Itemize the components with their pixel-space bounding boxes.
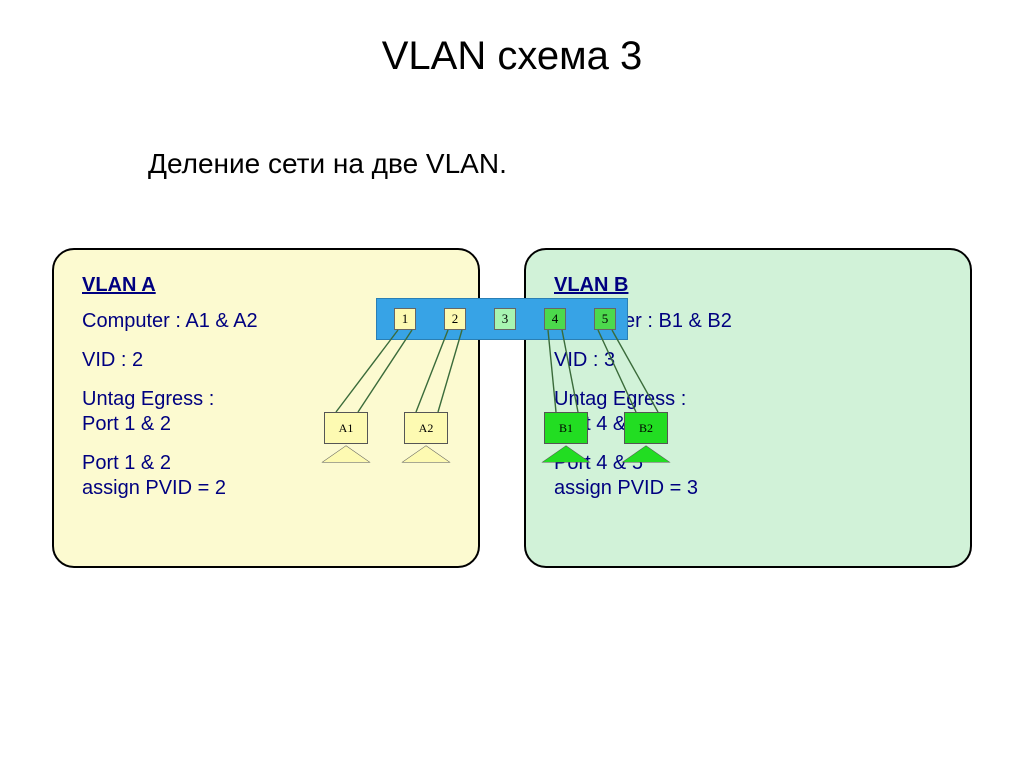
computer-a2-icon: A2 bbox=[404, 412, 448, 444]
vlan-b-box: VLAN B Computer : B1 & B2 VID : 3 Untag … bbox=[524, 248, 972, 568]
computer-a2-stand-icon bbox=[403, 446, 449, 462]
computer-a1-stand-icon bbox=[323, 446, 369, 462]
computer-a1-icon: A1 bbox=[324, 412, 368, 444]
switch-port-5: 5 bbox=[594, 308, 616, 330]
vlan-a-line-3: Untag Egress : Port 1 & 2 bbox=[82, 387, 458, 437]
vlan-a-line-2: VID : 2 bbox=[82, 348, 458, 373]
computer-b2-stand-icon bbox=[623, 446, 669, 462]
vlan-a-line-4: Port 1 & 2 assign PVID = 2 bbox=[82, 451, 458, 501]
switch-port-1: 1 bbox=[394, 308, 416, 330]
vlan-a-header: VLAN A bbox=[82, 274, 458, 297]
computer-b1-icon: B1 bbox=[544, 412, 588, 444]
computer-b1-stand-icon bbox=[543, 446, 589, 462]
page-title: VLAN схема 3 bbox=[0, 34, 1024, 79]
switch-port-2: 2 bbox=[444, 308, 466, 330]
vlan-b-header: VLAN B bbox=[554, 274, 950, 297]
page-subtitle: Деление сети на две VLAN. bbox=[148, 148, 507, 180]
computer-b2-icon: B2 bbox=[624, 412, 668, 444]
vlan-b-line-4: Port 4 & 5 assign PVID = 3 bbox=[554, 451, 950, 501]
vlan-b-line-2: VID : 3 bbox=[554, 348, 950, 373]
switch-port-4: 4 bbox=[544, 308, 566, 330]
vlan-a-box: VLAN A Computer : A1 & A2 VID : 2 Untag … bbox=[52, 248, 480, 568]
switch-port-3: 3 bbox=[494, 308, 516, 330]
vlan-b-line-3: Untag Egress : Port 4 & 5 bbox=[554, 387, 950, 437]
